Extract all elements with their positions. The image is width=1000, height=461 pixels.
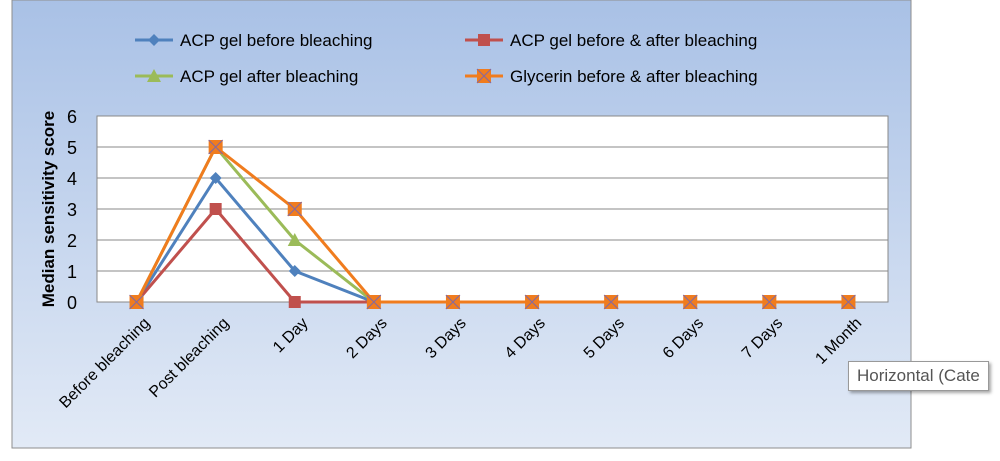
data-point[interactable] (841, 294, 856, 310)
y-tick-label: 3 (67, 200, 77, 220)
data-point[interactable] (209, 203, 222, 215)
y-tick-label: 4 (67, 169, 77, 189)
legend-item[interactable]: ACP gel before & after bleaching (465, 31, 757, 50)
data-point[interactable] (524, 294, 540, 310)
y-tick-label: 6 (67, 107, 77, 127)
legend-label: Glycerin before & after bleaching (510, 67, 758, 86)
y-tick-label: 2 (67, 231, 77, 251)
legend-label: ACP gel before bleaching (180, 31, 373, 50)
data-point[interactable] (288, 296, 301, 308)
tooltip: Horizontal (Cate (848, 361, 989, 391)
legend-item[interactable]: ACP gel before bleaching (135, 31, 373, 50)
data-point[interactable] (287, 233, 302, 246)
legend-marker[interactable] (478, 34, 490, 46)
series-3[interactable] (129, 139, 856, 310)
y-tick-label: 5 (67, 138, 77, 158)
series-line[interactable] (135, 144, 849, 304)
legend-marker[interactable] (476, 68, 492, 84)
data-point[interactable] (129, 294, 144, 310)
legend-marker[interactable] (147, 69, 161, 82)
data-point[interactable] (288, 265, 301, 277)
data-point[interactable] (287, 201, 303, 217)
legend-label: ACP gel before & after bleaching (510, 31, 757, 50)
data-point[interactable] (208, 139, 224, 155)
data-point[interactable] (209, 172, 222, 184)
data-point[interactable] (603, 294, 619, 310)
y-tick-label: 1 (67, 262, 77, 282)
legend-item[interactable]: ACP gel after bleaching (135, 67, 358, 86)
y-tick-label: 0 (67, 293, 77, 313)
legend-marker[interactable] (148, 34, 160, 46)
data-point[interactable] (445, 294, 461, 310)
data-point[interactable] (366, 294, 382, 310)
legend-item[interactable]: Glycerin before & after bleaching (465, 67, 758, 86)
data-point[interactable] (761, 294, 777, 310)
data-point[interactable] (682, 294, 698, 310)
legend-label: ACP gel after bleaching (180, 67, 358, 86)
y-axis-label: Median sensitivity score (39, 111, 58, 308)
